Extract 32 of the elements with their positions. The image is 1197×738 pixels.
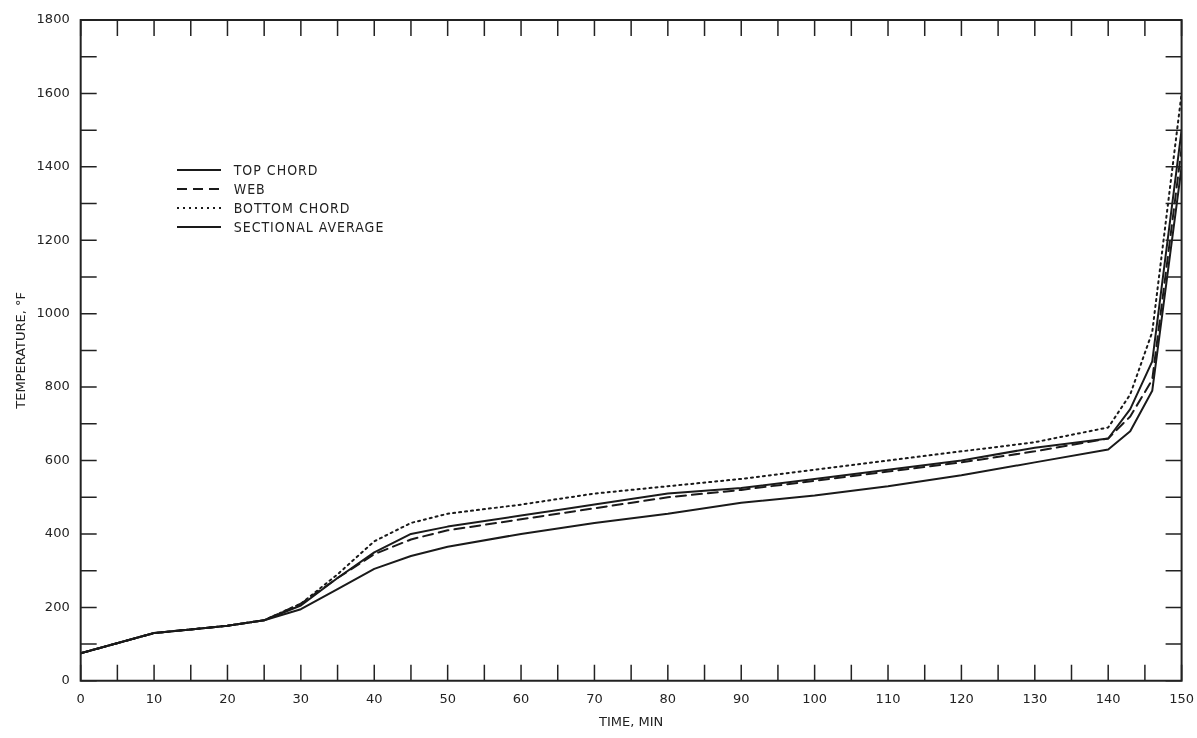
x-tick-label: 10: [145, 690, 163, 706]
x-tick-label: 20: [219, 690, 236, 706]
x-tick-label: 110: [875, 690, 901, 706]
y-tick-label: 0: [61, 672, 70, 688]
y-tick-label: 1600: [36, 84, 70, 100]
x-tick-label: 80: [659, 690, 677, 706]
x-tick-label: 140: [1095, 690, 1121, 706]
x-tick-label: 130: [1022, 690, 1048, 706]
y-axis-title: TEMPERATURE, °F: [13, 292, 29, 410]
x-tick-label: 120: [949, 690, 974, 706]
x-axis-title: TIME, MIN: [598, 713, 664, 729]
legend-label: SECTIONAL AVERAGE: [233, 218, 385, 235]
x-tick-label: 30: [292, 690, 310, 706]
x-tick-label: 50: [439, 690, 456, 706]
y-tick-label: 800: [44, 378, 70, 394]
x-tick-label: 60: [512, 690, 530, 706]
legend-label: WEB: [233, 180, 266, 197]
y-tick-label: 400: [44, 525, 70, 541]
legend-label: BOTTOM CHORD: [233, 199, 351, 216]
x-tick-label: 0: [76, 690, 85, 706]
x-tick-label: 100: [802, 690, 828, 706]
x-tick-label: 150: [1169, 690, 1195, 706]
y-tick-label: 1000: [36, 305, 70, 321]
y-tick-label: 1200: [36, 231, 70, 247]
y-tick-label: 1800: [36, 11, 70, 27]
x-tick-label: 90: [732, 690, 750, 706]
x-tick-label: 70: [586, 690, 603, 706]
y-tick-label: 200: [44, 598, 70, 614]
y-tick-label: 600: [44, 451, 70, 467]
x-tick-label: 40: [365, 690, 383, 706]
y-tick-label: 1400: [36, 158, 70, 174]
legend-label: TOP CHORD: [233, 161, 319, 178]
